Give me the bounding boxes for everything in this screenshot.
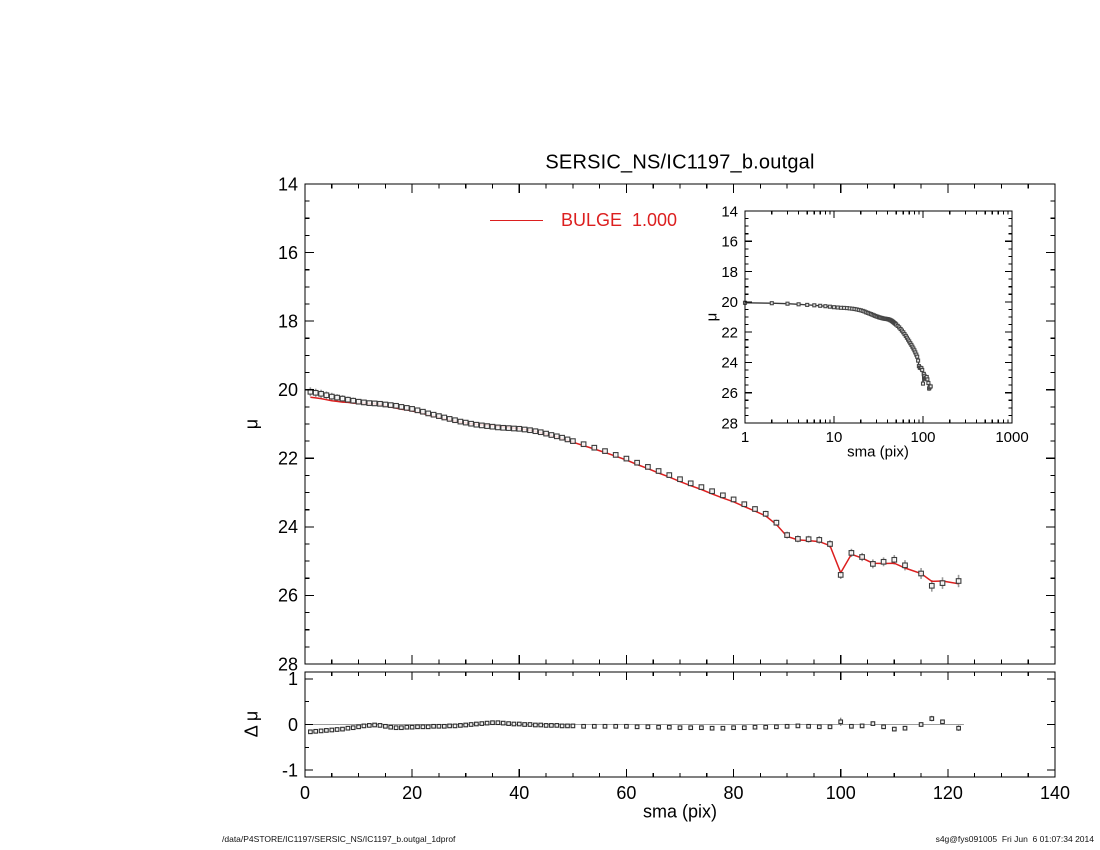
legend-line-sample [490,219,543,221]
svg-text:26: 26 [721,385,738,402]
svg-text:28: 28 [721,415,738,432]
plot-title: SERSIC_NS/IC1197_b.outgal [545,151,815,174]
svg-text:0: 0 [300,783,310,803]
svg-text:28: 28 [278,654,298,674]
main-y-axis-label: μ [241,418,262,430]
footer-user-timestamp: s4g@fys091005 Fri Jun 6 01:07:34 2014 [935,834,1094,844]
svg-text:14: 14 [721,203,738,220]
svg-text:20: 20 [278,380,298,400]
footer-file-path: /data/P4STORE/IC1197/SERSIC_NS/IC1197_b.… [222,834,456,844]
svg-text:120: 120 [933,783,963,803]
residual-y-axis-label: Δ μ [241,710,262,738]
svg-text:18: 18 [278,311,298,331]
svg-text:24: 24 [278,517,298,537]
svg-text:22: 22 [721,324,738,341]
svg-text:26: 26 [278,586,298,606]
svg-text:10: 10 [826,429,843,446]
svg-text:1000: 1000 [995,429,1028,446]
svg-text:16: 16 [721,234,738,251]
svg-text:16: 16 [278,243,298,263]
svg-text:14: 14 [278,174,298,194]
svg-text:20: 20 [402,783,422,803]
legend: BULGE 1.000 [490,209,678,230]
svg-text:140: 140 [1040,783,1070,803]
svg-text:18: 18 [721,264,738,281]
main_profile-panel: 14 16 18 20 22 24 26 28 [278,174,1056,674]
inset_log_profile-panel: 1 10 100 1000 14 16 18 20 22 24 26 28 [721,203,1028,446]
legend-label: BULGE 1.000 [561,209,678,230]
svg-text:100: 100 [910,429,935,446]
x-axis-label: sma (pix) [642,801,718,822]
svg-text:0: 0 [288,715,298,735]
svg-text:22: 22 [278,449,298,469]
svg-text:1: 1 [741,429,749,446]
inset-x-axis-label: sma (pix) [847,443,909,461]
svg-text:80: 80 [724,783,744,803]
svg-text:1: 1 [288,669,298,689]
svg-text:-1: -1 [282,760,298,780]
inset-y-axis-label: μ [703,312,721,322]
svg-text:60: 60 [616,783,636,803]
svg-text:24: 24 [721,355,738,372]
svg-text:40: 40 [509,783,529,803]
svg-text:100: 100 [826,783,856,803]
svg-text:20: 20 [721,294,738,311]
